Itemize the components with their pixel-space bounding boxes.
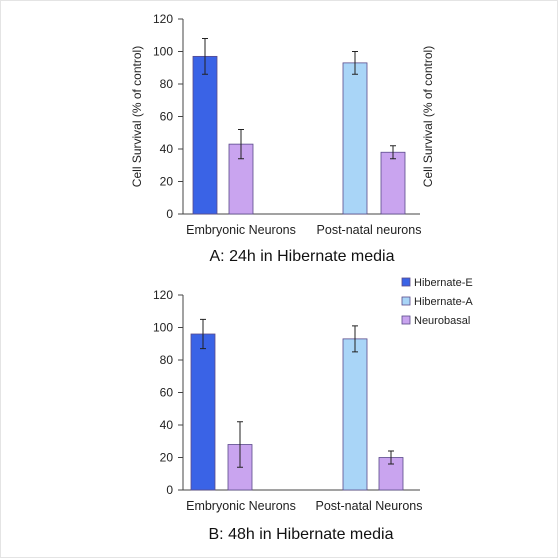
chart1-y-tick-label: 40 bbox=[160, 142, 174, 156]
chart2-y-tick-label: 80 bbox=[160, 353, 174, 367]
chart1-y-tick-label: 20 bbox=[160, 175, 174, 189]
chart2-legend-swatch bbox=[401, 315, 411, 325]
chart2-legend-label: Hibernate-A bbox=[414, 296, 473, 308]
chart2-legend-swatch bbox=[401, 277, 411, 287]
chart2-y-tick-label: 20 bbox=[160, 451, 174, 465]
chart1-caption: A: 24h in Hibernate media bbox=[210, 248, 395, 265]
chart1-bar bbox=[192, 55, 218, 215]
chart2-bar bbox=[190, 333, 216, 491]
chart2-bar bbox=[378, 457, 404, 491]
chart2-category-label: Post-natal Neurons bbox=[315, 499, 422, 513]
chart1-y-tick-label: 100 bbox=[153, 45, 173, 59]
chart2-category-label: Embryonic Neurons bbox=[186, 499, 296, 513]
chart1-bar bbox=[380, 151, 406, 215]
chart1-y-tick-label: 120 bbox=[153, 12, 173, 26]
chart1-y-tick-label: 80 bbox=[160, 77, 174, 91]
chart2-caption: B: 48h in Hibernate media bbox=[209, 526, 394, 543]
chart2-legend-swatch bbox=[401, 296, 411, 306]
chart1-y-axis-title-right: Cell Survival (% of control) bbox=[421, 46, 435, 187]
chart1-y-tick-label: 60 bbox=[160, 110, 174, 124]
chart2-legend-label: Neurobasal bbox=[414, 315, 470, 327]
chart2-bar bbox=[342, 338, 368, 491]
chart2-y-tick-label: 0 bbox=[166, 483, 173, 497]
chart2-y-tick-label: 120 bbox=[153, 288, 173, 302]
chart1-y-tick-label: 0 bbox=[166, 207, 173, 221]
chart1-category-label: Embryonic Neurons bbox=[186, 223, 296, 237]
chart2-y-tick-label: 100 bbox=[153, 321, 173, 335]
chart1-y-axis-title-left: Cell Survival (% of control) bbox=[130, 46, 144, 187]
chart1-bar bbox=[342, 62, 368, 215]
chart2-y-tick-label: 40 bbox=[160, 418, 174, 432]
chart2-legend-label: Hibernate-E bbox=[414, 277, 473, 289]
chart1-category-label: Post-natal neurons bbox=[317, 223, 422, 237]
chart2-y-tick-label: 60 bbox=[160, 386, 174, 400]
